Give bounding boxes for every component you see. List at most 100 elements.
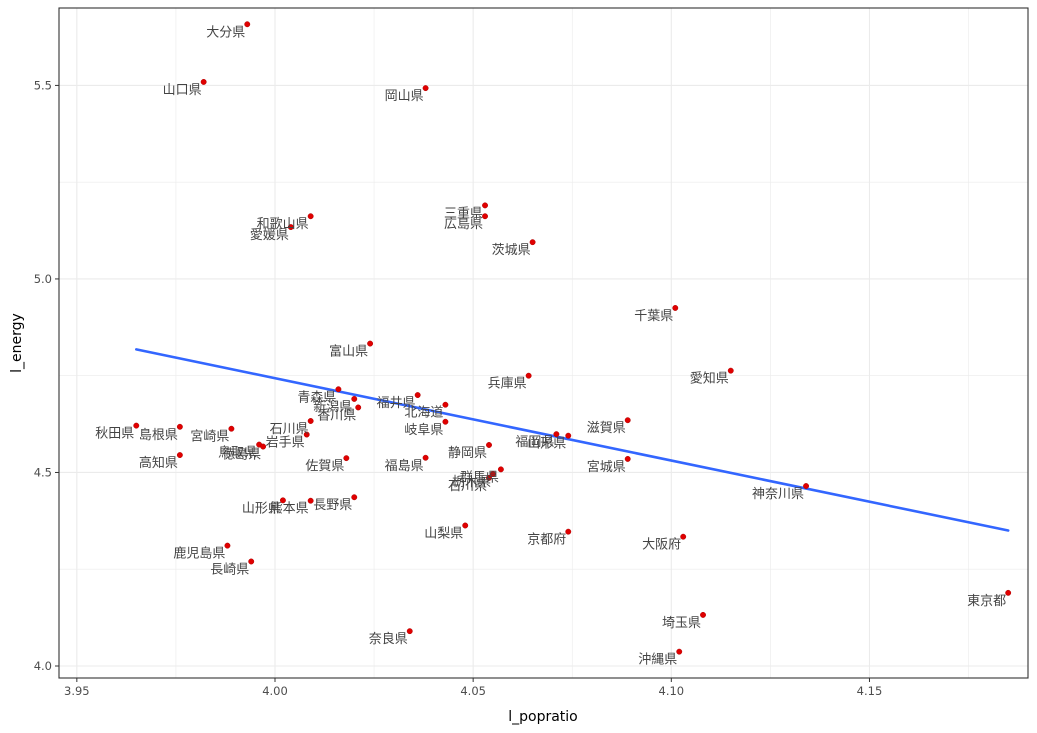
point-label: 山梨県 [424,526,463,541]
data-point [335,386,342,393]
point-label: 山形県 [527,437,566,452]
point-label: 栃木県 [452,475,491,490]
data-point [307,213,314,220]
point-label: 山口県 [163,83,202,98]
point-label: 山形県 [242,501,281,516]
data-point [248,558,255,565]
point-label: 東京都 [967,593,1006,609]
data-point [482,202,488,209]
x-tick-label: 4.10 [659,684,685,698]
x-tick-label: 3.95 [64,684,90,698]
data-point [497,466,504,473]
data-point [422,85,429,92]
data-point [442,401,449,408]
data-point [367,340,374,347]
x-tick-label: 4.05 [460,684,486,698]
x-axis-title: l_popratio [508,709,578,725]
point-label: 宮崎県 [190,429,229,445]
data-point [228,425,235,432]
y-tick-label: 4.5 [34,465,52,479]
data-point [406,628,413,635]
point-label: 京都府 [527,533,566,548]
data-point [355,404,362,411]
point-label: 兵庫県 [488,377,527,392]
point-label: 福島県 [385,459,424,474]
data-point [672,305,679,311]
major-gridlines [59,8,1028,678]
point-label: 熊本県 [270,501,309,517]
point-label: 群馬県 [460,470,499,485]
data-point [351,395,358,402]
data-point [224,542,231,549]
point-label: 宮城県 [587,459,626,475]
point-label: 石川県 [448,479,487,494]
data-point [307,497,314,504]
point-label: 奈良県 [369,631,408,647]
data-point [680,533,687,540]
data-points [133,21,1012,655]
point-label: 大阪府 [642,538,681,553]
data-point [287,224,294,231]
point-label: 鹿児島県 [173,546,225,562]
point-label: 北海道 [404,406,443,421]
point-label: 富山県 [329,344,368,360]
point-label: 新潟県 [313,399,352,415]
data-point [307,418,314,424]
data-point [414,392,421,399]
point-label: 秋田県 [95,427,134,442]
data-point [442,418,449,425]
data-point [351,494,358,501]
y-tick-label: 4.0 [34,659,52,673]
point-label: 青森県 [297,390,336,405]
point-label: 香川県 [317,408,356,423]
point-label: 長崎県 [210,562,249,577]
data-point [529,239,536,246]
data-point [176,452,183,459]
point-label: 大分県 [206,25,245,40]
data-point [176,423,183,430]
data-point [244,21,251,28]
point-label: 和歌山県 [257,217,309,232]
point-label: 愛媛県 [250,228,289,243]
data-point [486,442,492,448]
x-tick-label: 4.00 [262,684,288,698]
data-point [133,422,140,429]
point-label: 神奈川県 [752,487,804,502]
point-label: 広島県 [444,217,483,232]
point-label: 静岡県 [448,446,487,461]
point-label: 佐賀県 [305,459,344,474]
data-point [565,528,572,535]
point-label: 茨城県 [492,243,531,258]
x-tick-label: 4.15 [857,684,883,698]
data-point [700,611,706,618]
data-point [200,78,207,85]
data-point [676,648,683,655]
data-point [260,443,267,450]
y-axis-title: l_energy [9,313,25,373]
data-point [486,474,492,481]
data-point [727,367,734,374]
y-tick-label: 5.0 [34,272,52,286]
x-axis-ticks: 3.95 4.00 4.05 4.10 4.15 [64,678,882,698]
data-point [553,431,560,438]
point-label: 三重県 [444,205,483,221]
data-point [525,372,532,379]
data-point [565,432,572,439]
data-point [490,471,496,477]
point-label: 長野県 [313,498,352,513]
panel-background [59,8,1028,678]
point-label: 滋賀県 [587,421,626,436]
point-label: 埼玉県 [662,616,701,631]
point-label: 島根県 [139,428,178,443]
data-point [462,522,469,529]
trend-line [134,348,1010,532]
point-label: 高知県 [139,455,178,471]
point-label: 千葉県 [634,309,673,324]
point-label: 徳島県 [222,448,261,463]
data-point [303,431,310,438]
data-point [279,497,286,504]
data-point [624,455,631,462]
data-point [624,417,631,424]
